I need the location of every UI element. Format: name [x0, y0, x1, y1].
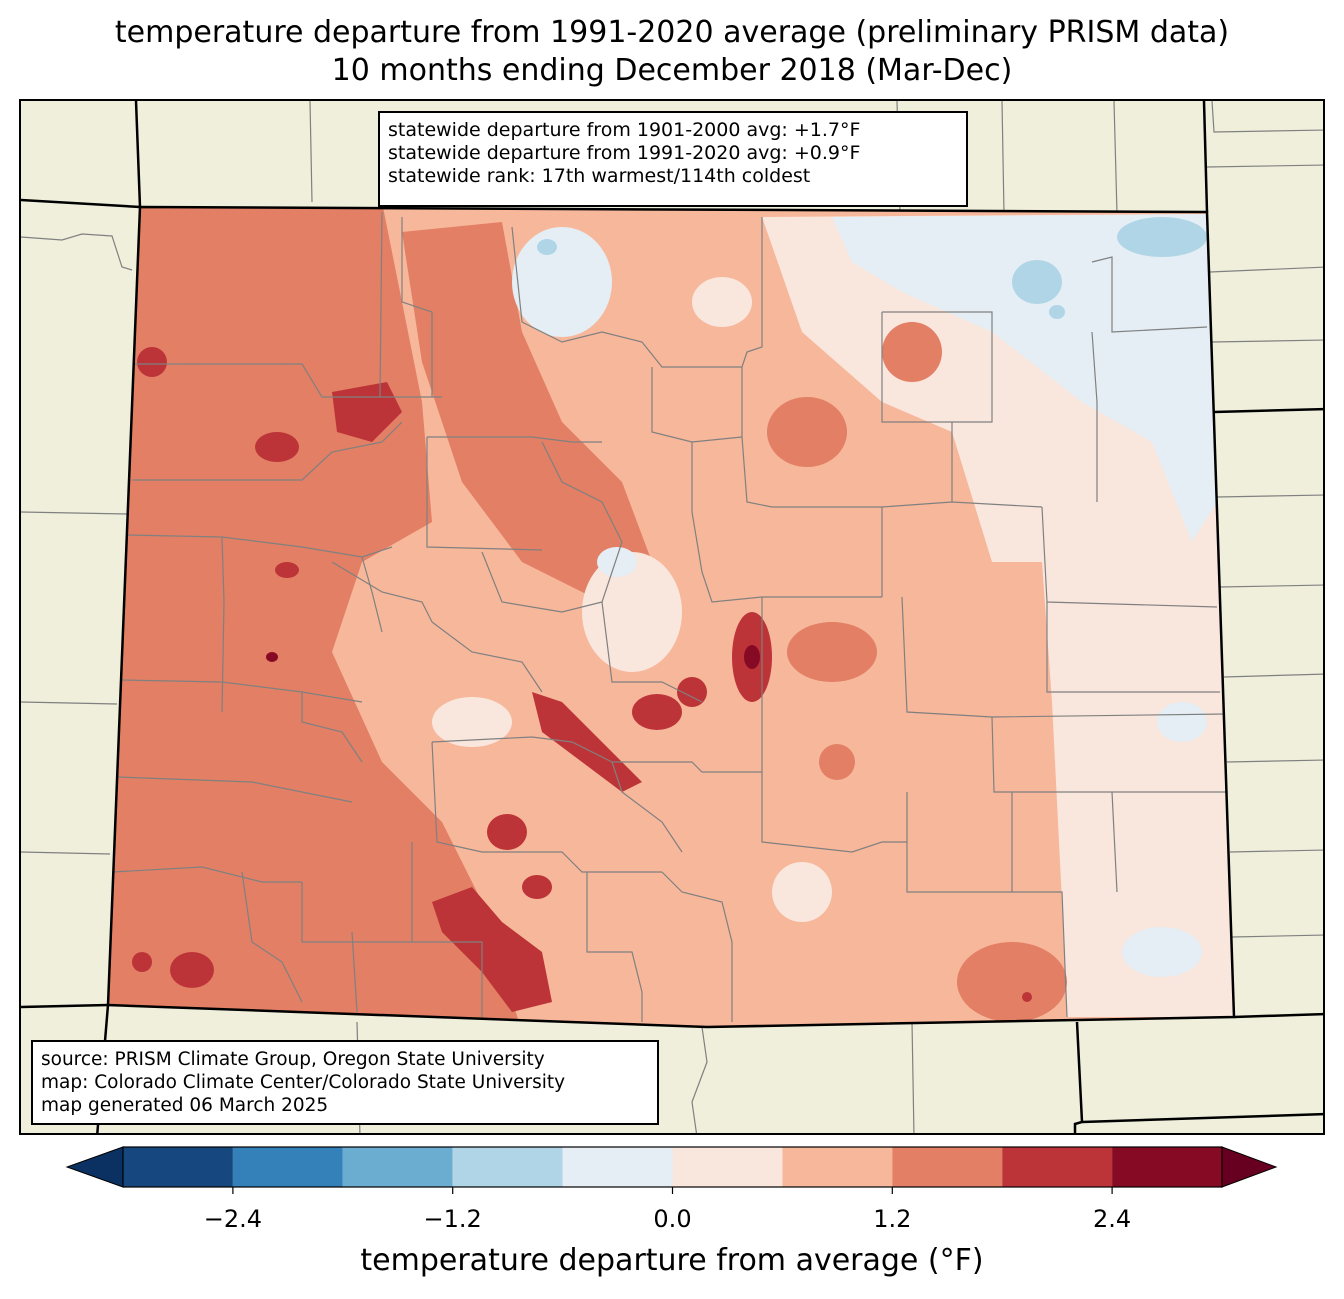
map-title-line1: temperature departure from 1991-2020 ave… [114, 15, 1230, 50]
colorbar-tick-label: −2.4 [203, 1205, 263, 1233]
colorbar-segment [342, 1147, 453, 1187]
colorbar-under-arrow [65, 1146, 124, 1188]
colorbar-segment [1002, 1147, 1113, 1187]
stats-line-rank: statewide rank: 17th warmest/114th colde… [388, 165, 811, 187]
statewide-stats-box: statewide departure from 1901-2000 avg: … [378, 111, 968, 207]
colorado-map [21, 101, 1323, 1133]
state-borders [21, 101, 1323, 1133]
colorbar-segment [672, 1147, 783, 1187]
colorbar-segment [123, 1147, 233, 1187]
temperature-anomaly-field [108, 207, 1234, 1027]
colorbar-segment [452, 1147, 563, 1187]
colorbar-tick-label: −1.2 [423, 1205, 482, 1233]
colorbar-tick-label: 2.4 [1093, 1205, 1132, 1233]
generated-date-line: map generated 06 March 2025 [41, 1095, 329, 1116]
stats-line-1901-2000: statewide departure from 1901-2000 avg: … [388, 119, 861, 141]
source-box: source: PRISM Climate Group, Oregon Stat… [31, 1040, 659, 1125]
county-lines [111, 211, 1228, 1022]
colorbar-segment [782, 1147, 893, 1187]
colorbar-tick-label: 0.0 [653, 1205, 692, 1233]
colorbar-over-arrow [1221, 1146, 1278, 1188]
map-credit-line: map: Colorado Climate Center/Colorado St… [41, 1072, 566, 1093]
source-line: source: PRISM Climate Group, Oregon Stat… [41, 1049, 545, 1070]
colorbar-segment [232, 1147, 343, 1187]
colorbar [65, 1146, 1278, 1194]
colorbar-segment [1112, 1147, 1222, 1187]
colorbar-tick-label: 1.2 [873, 1205, 912, 1233]
county-lines-outside [21, 101, 1323, 1133]
colorbar-segment [892, 1147, 1003, 1187]
colorbar-segment [562, 1147, 673, 1187]
map-title-line2: 10 months ending December 2018 (Mar-Dec) [331, 53, 1013, 88]
map-panel [19, 99, 1325, 1135]
colorbar-label: temperature departure from average (°F) [360, 1243, 984, 1278]
stats-line-1991-2020: statewide departure from 1991-2020 avg: … [388, 142, 861, 164]
